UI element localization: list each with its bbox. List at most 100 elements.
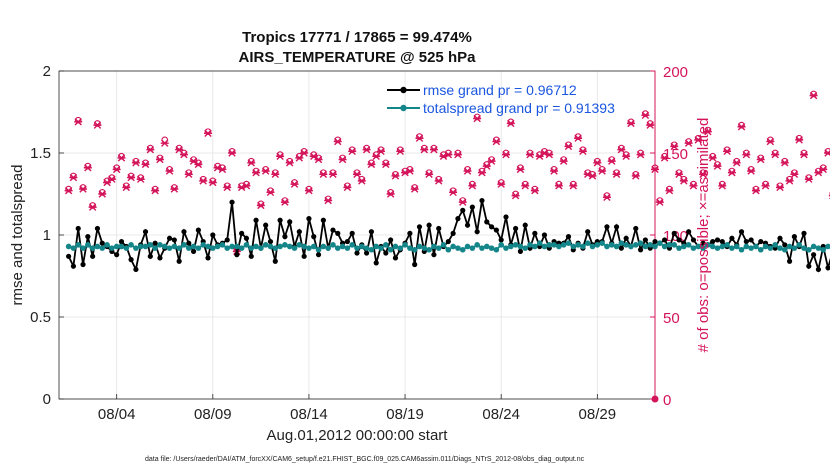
obs-possible-point (550, 166, 558, 173)
totalspread-point (128, 242, 134, 248)
obs-assimilated-point (290, 180, 299, 188)
obs-possible-point (406, 166, 414, 173)
totalspread-point (320, 243, 327, 250)
x-tick-label: 08/14 (290, 406, 328, 423)
totalspread-point (99, 245, 106, 251)
y-tick-label: 1.5 (30, 145, 51, 162)
obs-possible-point (786, 175, 793, 183)
totalspread-point (508, 243, 514, 250)
totalspread-point (503, 245, 509, 251)
obs-assimilated-point (79, 185, 88, 193)
obs-possible-point (622, 151, 630, 158)
rmse-point (368, 229, 375, 235)
data-file-footnote: data file: /Users/raeder/DAI/ATM_forcXX/… (145, 456, 585, 463)
obs-assimilated-point (367, 160, 376, 169)
obs-assimilated-point (526, 150, 535, 159)
obs-possible-point (579, 146, 587, 154)
obs-assimilated-point (675, 170, 684, 179)
obs-assimilated-point (309, 152, 318, 160)
rmse-point (248, 253, 254, 259)
totalspread-point (440, 242, 447, 248)
totalspread-point (407, 245, 413, 251)
totalspread-point (118, 243, 125, 250)
totalspread-point (652, 243, 658, 250)
obs-possible-point (747, 166, 755, 173)
totalspread-point (363, 245, 370, 251)
totalspread-point (469, 245, 476, 251)
totalspread-point (666, 242, 673, 248)
obs-assimilated-point (795, 136, 804, 144)
obs-possible-point (65, 185, 72, 193)
rmse-point (426, 222, 432, 228)
obs-possible-point (767, 136, 774, 144)
obs-possible-point (305, 185, 313, 193)
obs-possible-point (488, 156, 495, 163)
obs-assimilated-point (391, 172, 400, 180)
totalspread-point (123, 245, 130, 251)
obs-assimilated-point (598, 167, 607, 175)
totalspread-point (681, 243, 687, 250)
rmse-point (171, 237, 177, 243)
totalspread-point (152, 245, 158, 251)
totalspread-point (546, 242, 553, 248)
totalspread-point (402, 242, 408, 248)
totalspread-point (286, 243, 293, 250)
obs-possible-point (478, 167, 486, 175)
obs-assimilated-point (607, 157, 616, 165)
rmse-point (782, 242, 788, 248)
totalspread-point (685, 242, 692, 248)
obs-assimilated-point (199, 177, 208, 185)
rmse-point (94, 225, 101, 232)
rmse-point (320, 217, 326, 223)
obs-assimilated-point (429, 146, 438, 154)
rmse-point (90, 253, 96, 259)
rmse-point (460, 207, 466, 213)
obs-assimilated-point (151, 187, 160, 195)
totalspread-point (75, 242, 82, 248)
rmse-point (738, 229, 745, 235)
totalspread-point (205, 243, 211, 250)
obs-assimilated-point (814, 168, 823, 177)
totalspread-point (455, 245, 461, 251)
rmse-point (243, 235, 250, 241)
rmse-point (522, 222, 528, 228)
totalspread-point (142, 243, 149, 250)
obs-assimilated-point (588, 172, 597, 180)
obs-possible-point (810, 90, 817, 98)
totalspread-point (445, 246, 452, 253)
totalspread-point (392, 243, 399, 250)
obs-possible-point (247, 157, 255, 165)
totalspread-point (459, 246, 466, 253)
obs-assimilated-point (506, 119, 515, 128)
totalspread-point (623, 242, 629, 248)
totalspread-point (599, 240, 605, 246)
rmse-point (686, 229, 692, 235)
obs-assimilated-point (684, 139, 693, 147)
x-tick-label: 08/04 (98, 406, 136, 423)
rmse-point (613, 224, 620, 230)
obs-possible-point (300, 148, 308, 155)
obs-assimilated-point (357, 177, 366, 185)
obs-possible-point (646, 120, 654, 127)
totalspread-point (421, 245, 428, 251)
obs-possible-point (666, 185, 673, 193)
obs-possible-point (392, 170, 399, 178)
obs-assimilated-point (511, 191, 520, 200)
totalspread-point (642, 243, 649, 250)
rmse-point (517, 248, 524, 254)
obs-assimilated-point (333, 137, 342, 146)
obs-assimilated-point (410, 185, 419, 193)
obs-assimilated-point (300, 149, 309, 157)
obs-possible-point (79, 184, 87, 191)
obs-possible-point (656, 197, 664, 204)
obs-assimilated-point (425, 170, 434, 179)
totalspread-point (258, 245, 264, 251)
rmse-point (133, 266, 139, 273)
obs-assimilated-point (285, 159, 294, 167)
rmse-point (383, 250, 389, 256)
totalspread-point (109, 245, 115, 251)
obs-assimilated-point (223, 183, 232, 192)
rmse-point (748, 237, 754, 243)
